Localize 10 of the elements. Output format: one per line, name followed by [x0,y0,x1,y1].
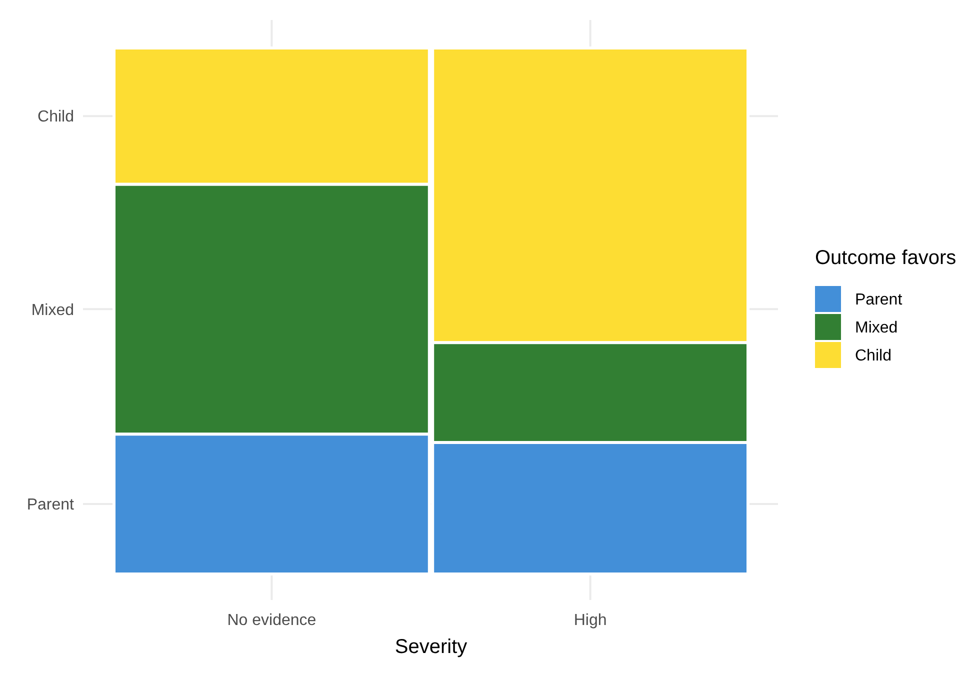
text: Child [38,108,74,126]
legend-label: Mixed [855,320,898,337]
x-tick-label: No evidence [227,612,316,629]
text: Mixed [31,302,74,319]
text: Parent [26,496,74,514]
text: Child [855,348,892,365]
x-tick-label: High [574,612,607,629]
x-axis-title: Severity [394,636,468,658]
legend-label: Parent [855,292,903,309]
legend-title: Outcome favors [815,247,956,269]
